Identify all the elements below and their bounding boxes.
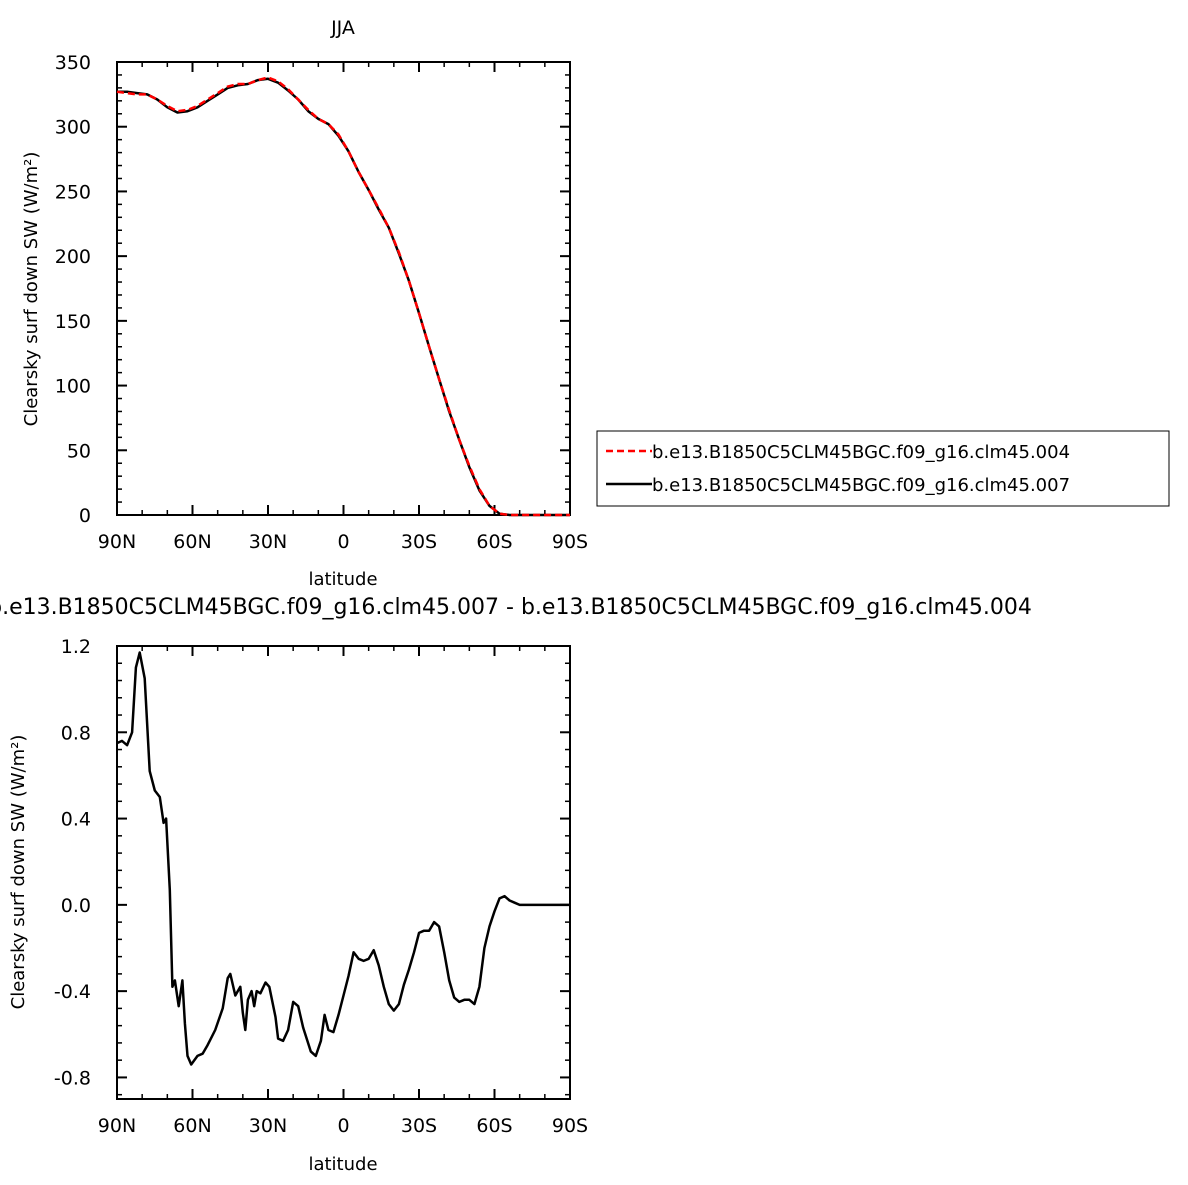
x-tick-label: 90N bbox=[98, 531, 136, 553]
x-tick-label: 30S bbox=[401, 531, 437, 553]
legend-label-007: b.e13.B1850C5CLM45BGC.f09_g16.clm45.007 bbox=[652, 475, 1070, 496]
x-tick-label: 90S bbox=[552, 531, 588, 553]
bottom-chart: b.e13.B1850C5CLM45BGC.f09_g16.clm45.007 … bbox=[0, 595, 1032, 1175]
y-tick-label: 1.2 bbox=[61, 636, 91, 658]
y-tick-label: 350 bbox=[55, 52, 91, 74]
top-chart-y-axis-label: Clearsky surf down SW (W/m²) bbox=[21, 152, 42, 427]
x-tick-label: 60N bbox=[173, 1115, 211, 1137]
y-tick-label: 250 bbox=[55, 181, 91, 203]
y-tick-label: 0.4 bbox=[61, 809, 91, 831]
legend-label-004: b.e13.B1850C5CLM45BGC.f09_g16.clm45.004 bbox=[652, 442, 1070, 463]
top-chart-ticks: 90N 60N 30N 0 30S 60S 90S 0 50 100 150 200 250 300 350 bbox=[55, 52, 588, 553]
x-tick-label: 30N bbox=[249, 531, 287, 553]
top-chart-series bbox=[116, 76, 570, 517]
x-tick-label: 30S bbox=[401, 1115, 437, 1137]
top-chart-legend: b.e13.B1850C5CLM45BGC.f09_g16.clm45.004 … bbox=[596, 430, 1170, 507]
bottom-chart-ticks: 90N 60N 30N 0 30S 60S 90S 1.2 0.8 0.4 0.0 -0.4 -0.8 bbox=[54, 636, 588, 1137]
x-tick-label: 60N bbox=[173, 531, 211, 553]
x-tick-label: 30N bbox=[249, 1115, 287, 1137]
y-tick-label: -0.4 bbox=[54, 981, 91, 1003]
y-tick-label: 100 bbox=[55, 376, 91, 398]
y-tick-label: 0 bbox=[79, 505, 91, 527]
y-tick-label: 150 bbox=[55, 311, 91, 333]
top-chart-plot-frame bbox=[116, 61, 571, 516]
bottom-chart-x-axis-label: latitude bbox=[308, 1154, 377, 1175]
y-tick-label: 300 bbox=[55, 117, 91, 139]
series-line bbox=[116, 76, 570, 517]
y-tick-label: 0.0 bbox=[61, 895, 91, 917]
y-tick-label: 50 bbox=[67, 440, 91, 462]
x-tick-label: 90N bbox=[98, 1115, 136, 1137]
top-chart-title: JJA bbox=[330, 17, 355, 39]
top-chart: JJA 90N 60N 30N 0 30S 60S 90S 0 50 100 150 200 250 30… bbox=[21, 17, 1170, 590]
y-tick-label: 200 bbox=[55, 246, 91, 268]
bottom-chart-y-axis-label: Clearsky surf down SW (W/m²) bbox=[8, 735, 29, 1010]
y-tick-label: -0.8 bbox=[54, 1067, 91, 1089]
x-tick-label: 60S bbox=[476, 531, 512, 553]
x-tick-label: 60S bbox=[476, 1115, 512, 1137]
x-tick-label: 0 bbox=[337, 531, 349, 553]
x-tick-label: 0 bbox=[337, 1115, 349, 1137]
bottom-chart-series bbox=[116, 651, 570, 1066]
top-chart-x-axis-label: latitude bbox=[308, 569, 377, 590]
bottom-chart-title: b.e13.B1850C5CLM45BGC.f09_g16.clm45.007 … bbox=[0, 595, 1032, 620]
series-line bbox=[116, 651, 570, 1066]
x-tick-label: 90S bbox=[552, 1115, 588, 1137]
y-tick-label: 0.8 bbox=[61, 722, 91, 744]
legend-box bbox=[596, 430, 1170, 507]
